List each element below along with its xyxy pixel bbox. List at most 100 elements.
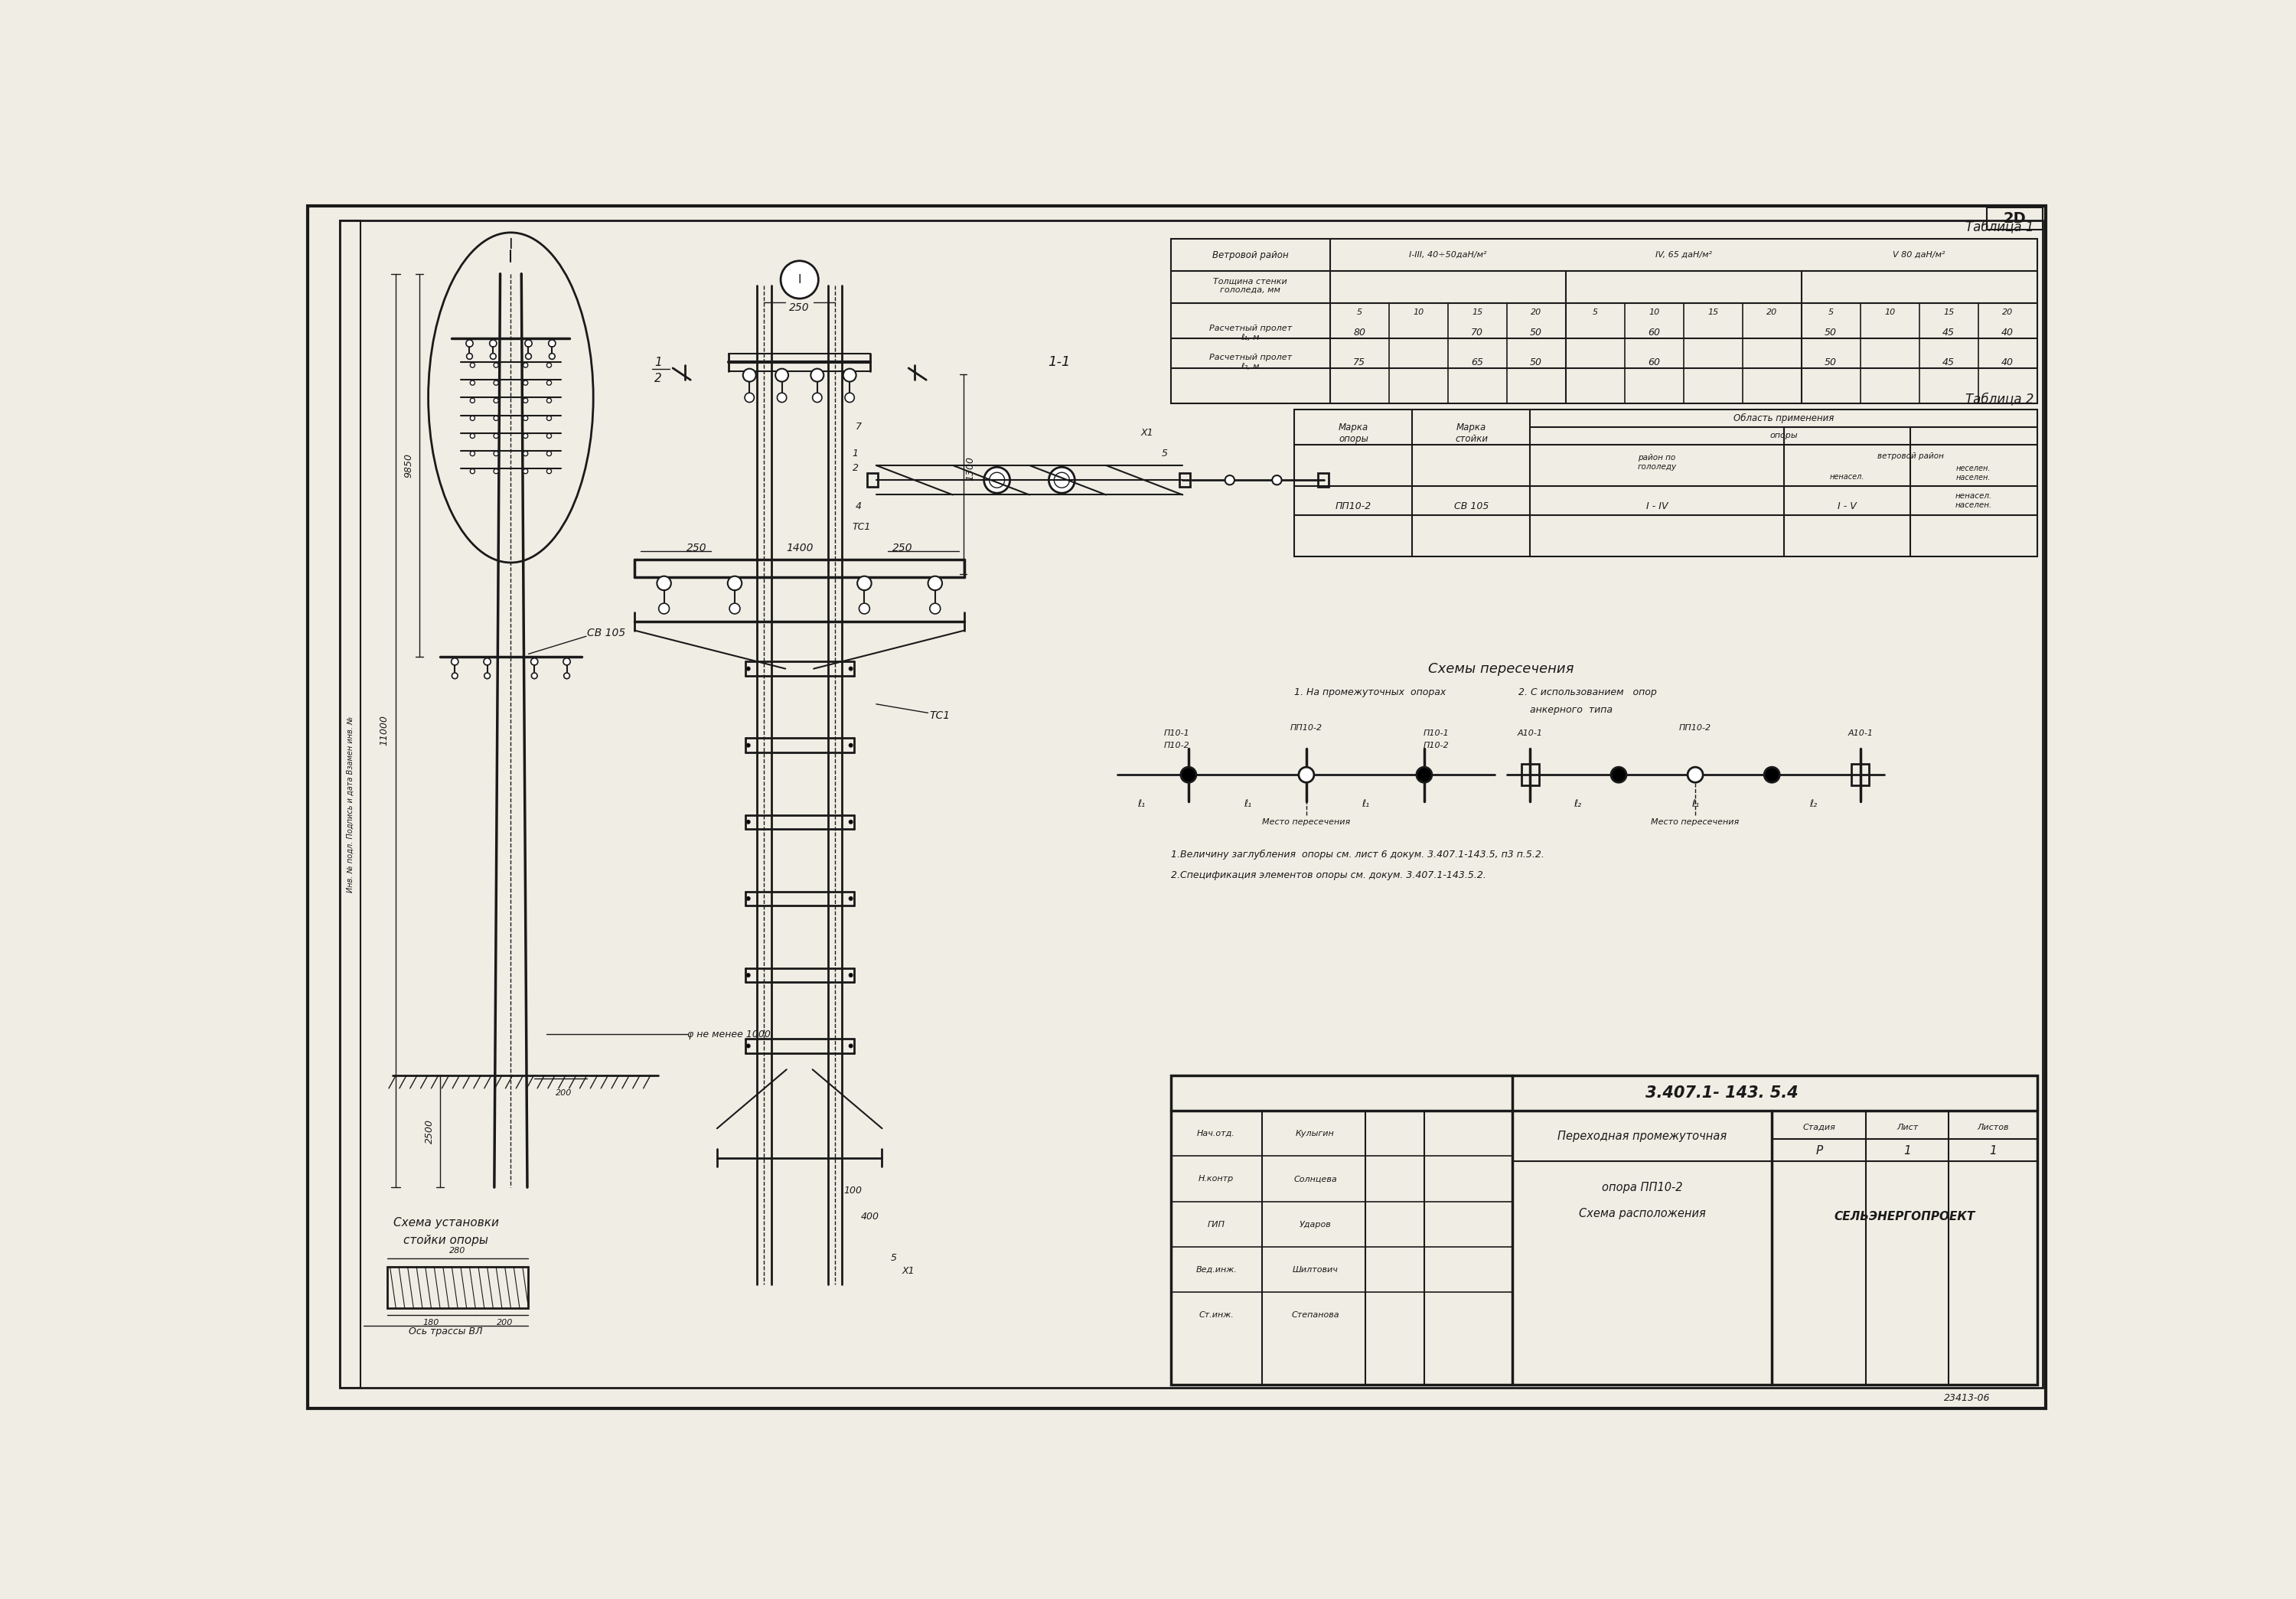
Text: 40: 40 xyxy=(2002,328,2014,337)
Text: СВ 105: СВ 105 xyxy=(1453,502,1488,512)
Circle shape xyxy=(523,381,528,385)
Text: СВ 105: СВ 105 xyxy=(588,628,627,638)
Text: ℓ₂: ℓ₂ xyxy=(1809,800,1816,809)
Circle shape xyxy=(452,659,459,665)
Circle shape xyxy=(850,667,852,670)
Circle shape xyxy=(471,469,475,473)
Circle shape xyxy=(930,603,941,614)
Text: 50: 50 xyxy=(1825,357,1837,368)
Circle shape xyxy=(746,820,751,823)
Text: 45: 45 xyxy=(1942,357,1954,368)
Text: ветровой район: ветровой район xyxy=(1878,453,1945,461)
Circle shape xyxy=(1612,768,1626,782)
Text: П10-1: П10-1 xyxy=(1164,729,1189,737)
Circle shape xyxy=(659,603,670,614)
Circle shape xyxy=(746,974,751,977)
Text: 1: 1 xyxy=(654,357,661,368)
Circle shape xyxy=(850,744,852,747)
Circle shape xyxy=(484,673,489,678)
Circle shape xyxy=(523,451,528,456)
Circle shape xyxy=(744,369,755,382)
Text: П10-1: П10-1 xyxy=(1424,729,1449,737)
Circle shape xyxy=(810,369,824,382)
Text: Н.контр: Н.контр xyxy=(1199,1175,1233,1183)
Text: 2: 2 xyxy=(654,373,661,384)
Text: 1: 1 xyxy=(1988,1145,1998,1156)
Text: Ось трассы ВЛ: Ось трассы ВЛ xyxy=(409,1327,482,1337)
Text: Толщина стенки
гололеда, мм: Толщина стенки гололеда, мм xyxy=(1212,277,1288,294)
Text: 1400: 1400 xyxy=(785,542,813,553)
Text: 40: 40 xyxy=(2002,357,2014,368)
Circle shape xyxy=(657,576,670,590)
Text: ℓ₁: ℓ₁ xyxy=(1244,800,1251,809)
Text: 15: 15 xyxy=(1708,309,1717,317)
Circle shape xyxy=(990,472,1006,488)
Circle shape xyxy=(746,1044,751,1047)
Circle shape xyxy=(776,369,788,382)
Text: 80: 80 xyxy=(1352,328,1366,337)
Circle shape xyxy=(526,353,530,360)
Circle shape xyxy=(1049,467,1075,492)
Text: 20: 20 xyxy=(1766,309,1777,317)
Text: Таблица 2: Таблица 2 xyxy=(1965,392,2034,406)
Text: 280: 280 xyxy=(450,1247,466,1254)
Text: 60: 60 xyxy=(1649,328,1660,337)
Circle shape xyxy=(546,363,551,368)
Text: 180: 180 xyxy=(422,1319,439,1327)
Bar xyxy=(868,473,877,488)
Bar xyxy=(1318,473,1329,488)
Circle shape xyxy=(546,451,551,456)
Text: 5: 5 xyxy=(1593,309,1598,317)
Circle shape xyxy=(850,820,852,823)
Text: V 80 даН/м²: V 80 даН/м² xyxy=(1892,251,1945,259)
Text: I: I xyxy=(797,273,801,286)
Circle shape xyxy=(489,353,496,360)
Circle shape xyxy=(523,433,528,438)
Text: φ не менее 1000: φ не менее 1000 xyxy=(687,1030,771,1039)
Circle shape xyxy=(494,469,498,473)
Text: Солнцева: Солнцева xyxy=(1293,1175,1336,1183)
Circle shape xyxy=(523,416,528,421)
Text: Инв. № подл. Подпись и дата Взамен инв. №: Инв. № подл. Подпись и дата Взамен инв. … xyxy=(347,716,354,892)
Text: 20: 20 xyxy=(2002,309,2014,317)
Circle shape xyxy=(1763,768,1779,782)
Text: 4: 4 xyxy=(856,502,861,512)
Text: Ветровой район: Ветровой район xyxy=(1212,249,1288,261)
Text: ℓ₂: ℓ₂ xyxy=(1573,800,1582,809)
Text: I-III, 40÷50даН/м²: I-III, 40÷50даН/м² xyxy=(1410,251,1486,259)
Circle shape xyxy=(1417,768,1433,782)
Circle shape xyxy=(1226,475,1235,484)
Text: ℓ₁: ℓ₁ xyxy=(1692,800,1699,809)
Text: Х1: Х1 xyxy=(1141,429,1153,438)
Text: СЕЛЬЭНЕРГОПРОЕКТ: СЕЛЬЭНЕРГОПРОЕКТ xyxy=(1835,1210,1975,1223)
Text: 10: 10 xyxy=(1412,309,1424,317)
Bar xyxy=(1986,208,2043,230)
Bar xyxy=(1171,1076,2037,1385)
Text: ℓ₁: ℓ₁ xyxy=(1137,800,1146,809)
Circle shape xyxy=(494,398,498,403)
Text: ПП10-2: ПП10-2 xyxy=(1336,502,1371,512)
Circle shape xyxy=(523,363,528,368)
Text: Кулыгин: Кулыгин xyxy=(1295,1130,1334,1137)
Circle shape xyxy=(523,398,528,403)
Bar xyxy=(1180,473,1189,488)
Text: 2: 2 xyxy=(852,464,859,473)
Text: Схема расположения: Схема расположения xyxy=(1580,1209,1706,1220)
Text: Схемы пересечения: Схемы пересечения xyxy=(1428,662,1573,676)
Text: район по
гололеду: район по гололеду xyxy=(1637,454,1676,470)
Text: Х1: Х1 xyxy=(902,1266,914,1276)
Bar xyxy=(1171,238,2037,403)
Circle shape xyxy=(549,353,556,360)
Circle shape xyxy=(546,433,551,438)
Circle shape xyxy=(494,363,498,368)
Text: IV, 65 даН/м²: IV, 65 даН/м² xyxy=(1655,251,1713,259)
Circle shape xyxy=(484,659,491,665)
Circle shape xyxy=(466,353,473,360)
Text: 23413-06: 23413-06 xyxy=(1945,1393,1991,1404)
Bar xyxy=(388,1266,528,1308)
Circle shape xyxy=(565,673,569,678)
Text: 1: 1 xyxy=(1903,1145,1910,1156)
Text: 75: 75 xyxy=(1352,357,1366,368)
Circle shape xyxy=(546,416,551,421)
Circle shape xyxy=(471,363,475,368)
